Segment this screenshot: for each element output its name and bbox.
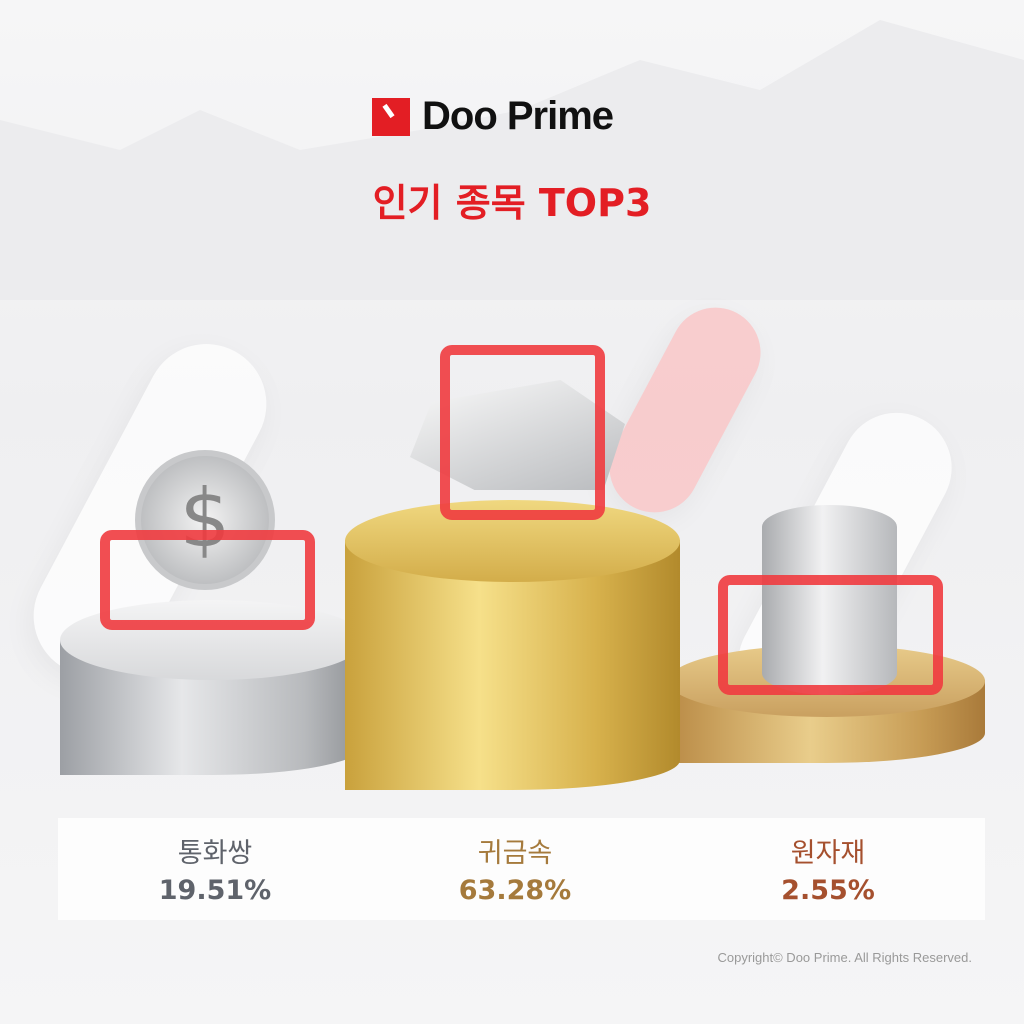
percent-value: 2.55% (781, 875, 875, 906)
percent-value: 19.51% (158, 875, 272, 906)
mountain-background (0, 20, 1024, 300)
page-title: 인기 종목 TOP3 (372, 181, 652, 225)
category-label: 원자재 (790, 838, 866, 869)
oil-barrel-icon (762, 505, 897, 695)
category-label: 통화쌍 (177, 838, 253, 869)
logo-text: Doo Prime (422, 94, 614, 138)
copyright-text: Copyright© Doo Prime. All Rights Reserve… (717, 950, 972, 965)
results-panel: 통화쌍 19.51% 귀금속 63.28% 원자재 2.55% (58, 818, 985, 920)
doo-prime-logo: Doo Prime (372, 94, 614, 139)
commodity-ribbon-icon (718, 575, 943, 695)
logo-mark-icon (372, 97, 410, 136)
category-label: 귀금속 (477, 838, 553, 869)
result-precious-metals: 귀금속 63.28% (395, 836, 635, 910)
result-commodities: 원자재 2.55% (708, 836, 948, 910)
silver-coins-icon: $ (135, 450, 275, 590)
result-currency: 통화쌍 19.51% (95, 836, 335, 910)
metal-ribbon-icon (440, 345, 605, 520)
podium-gold (345, 500, 680, 790)
podium-silver (60, 600, 365, 775)
currency-ribbon-icon (100, 530, 315, 630)
percent-value: 63.28% (458, 875, 572, 906)
